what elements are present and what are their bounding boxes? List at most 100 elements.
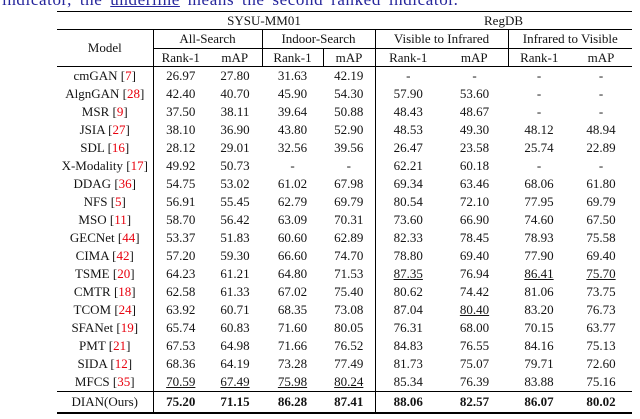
value-cell: 75.20	[153, 391, 208, 414]
value-cell: 80.40	[459, 302, 490, 317]
value-cell: 80.54	[393, 194, 423, 209]
value-cell: 73.60	[393, 212, 423, 227]
value-cell: 76.73	[586, 302, 616, 317]
value-cell: 53.02	[220, 176, 250, 191]
citation-ref[interactable]: 11	[114, 212, 127, 227]
value-cell: 67.50	[586, 212, 616, 227]
citation-ref[interactable]: 19	[120, 320, 134, 335]
value-cell: 42.19	[323, 66, 376, 85]
value-cell: 71.53	[323, 265, 376, 283]
table-row: MSR [9] 37.50 38.11 39.64 50.88 48.43 48.67 - -	[57, 103, 632, 121]
citation-ref[interactable]: 17	[130, 158, 144, 173]
citation-ref[interactable]: 44	[122, 230, 136, 245]
value-cell: 87.04	[393, 302, 423, 317]
model-cell: MSO [11]	[57, 211, 154, 229]
setting-header-visible-to-infrared: Visible to Infrared	[375, 29, 509, 49]
value-cell: 72.60	[586, 356, 616, 371]
value-cell: 61.80	[586, 176, 616, 191]
caption-text: indicator, the underline means the secon…	[2, 0, 638, 8]
value-cell: 68.36	[166, 356, 196, 371]
metric-header: mAP	[208, 48, 263, 67]
value-cell: 63.46	[459, 176, 490, 191]
value-cell: 72.10	[459, 194, 490, 209]
value-cell: 39.64	[277, 104, 308, 119]
table-row: DDAG [36] 54.75 53.02 61.02 67.98 69.34 63.46 6…	[57, 175, 632, 193]
caption-text-after: means the second ranked indicator.	[180, 0, 459, 9]
value-cell: 73.28	[277, 356, 308, 371]
table-row: GECNet [44] 53.37 51.83 60.60 62.89 82.33 78.4…	[57, 229, 632, 247]
table-row: PMT [21] 67.53 64.98 71.66 76.52 84.83 76.55 84…	[57, 337, 632, 355]
value-cell: 62.58	[166, 284, 196, 299]
citation-ref[interactable]: 16	[111, 140, 125, 155]
value-cell: 67.02	[277, 284, 308, 299]
citation-ref[interactable]: 5	[115, 194, 122, 209]
citation-ref[interactable]: 27	[112, 122, 126, 137]
citation-ref[interactable]: 42	[116, 248, 130, 263]
value-cell: 85.34	[393, 374, 423, 389]
value-cell: 64.19	[220, 356, 250, 371]
value-cell: 73.75	[586, 284, 616, 299]
value-cell: 79.71	[524, 356, 554, 371]
table-row: SFANet [19] 65.74 60.83 71.60 80.05 76.31 68.0…	[57, 319, 632, 337]
value-cell: 78.45	[459, 230, 490, 245]
value-cell: 26.47	[393, 140, 423, 155]
table-row: cmGAN [7] 26.97 27.80 31.63 42.19 - - - -	[57, 66, 632, 85]
value-cell: 60.83	[220, 320, 250, 335]
value-cell: 68.06	[524, 176, 554, 191]
value-cell: 48.12	[524, 122, 554, 137]
value-cell: 51.83	[220, 230, 250, 245]
value-cell: 48.43	[393, 104, 423, 119]
model-cell: TCOM [24]	[57, 301, 154, 319]
citation-ref[interactable]: 28	[126, 86, 140, 101]
value-cell: 60.18	[459, 158, 490, 173]
citation-ref[interactable]: 7	[125, 68, 132, 83]
citation-ref[interactable]: 18	[118, 284, 132, 299]
value-cell: -	[406, 68, 411, 83]
metric-header-row: Rank-1 mAP Rank-1 mAP Rank-1 mAP Rank-1 …	[57, 48, 632, 67]
value-cell: 80.02	[570, 391, 632, 414]
value-cell: 86.28	[262, 391, 323, 414]
value-cell: 62.79	[277, 194, 308, 209]
value-cell: 75.70	[586, 266, 616, 281]
model-cell: DIAN(Ours)	[57, 391, 154, 414]
value-cell: 48.94	[586, 122, 616, 137]
table-row: MFCS [35] 70.59 67.49 75.98 80.24 85.34 76.39 8…	[57, 373, 632, 392]
value-cell: 70.15	[524, 320, 554, 335]
value-cell: -	[536, 104, 542, 119]
model-cell: TSME [20]	[57, 265, 154, 283]
citation-ref[interactable]: 12	[114, 356, 128, 371]
value-cell: 55.45	[220, 194, 250, 209]
value-cell: 82.33	[393, 230, 423, 245]
value-cell: -	[598, 68, 604, 83]
value-cell: 64.80	[277, 266, 308, 281]
value-cell: 25.74	[524, 140, 554, 155]
value-cell: 69.79	[323, 193, 376, 211]
value-cell: 82.57	[441, 391, 508, 414]
citation-ref[interactable]: 35	[117, 374, 131, 389]
value-cell: 70.59	[166, 374, 196, 389]
citation-ref[interactable]: 21	[113, 338, 127, 353]
value-cell: 78.80	[393, 248, 423, 263]
value-cell: 88.06	[375, 391, 441, 414]
setting-header-all-search: All-Search	[153, 29, 263, 49]
citation-ref[interactable]: 36	[118, 176, 132, 191]
value-cell: 75.16	[586, 374, 616, 389]
value-cell: 86.07	[508, 391, 570, 414]
value-cell: 84.16	[524, 338, 554, 353]
value-cell: 75.40	[323, 283, 376, 301]
citation-ref[interactable]: 20	[117, 266, 131, 281]
table-row: AlgnGAN [28] 42.40 40.70 45.90 54.30 57.90 53.…	[57, 85, 632, 103]
table-row: CMTR [18] 62.58 61.33 67.02 75.40 80.62 74.42 8…	[57, 283, 632, 301]
value-cell: 27.80	[220, 68, 250, 83]
value-cell: 81.73	[393, 356, 423, 371]
citation-ref[interactable]: 9	[116, 104, 124, 119]
value-cell: 77.90	[524, 248, 554, 263]
setting-header-infrared-to-visible: Infrared to Visible	[508, 29, 632, 49]
value-cell: 76.94	[459, 266, 490, 281]
citation-ref[interactable]: 24	[118, 302, 132, 317]
dataset-header-row: SYSU-MM01 RegDB	[57, 11, 632, 30]
value-cell: 57.20	[166, 248, 196, 263]
value-cell: 66.90	[459, 212, 490, 227]
value-cell: 81.06	[524, 284, 554, 299]
